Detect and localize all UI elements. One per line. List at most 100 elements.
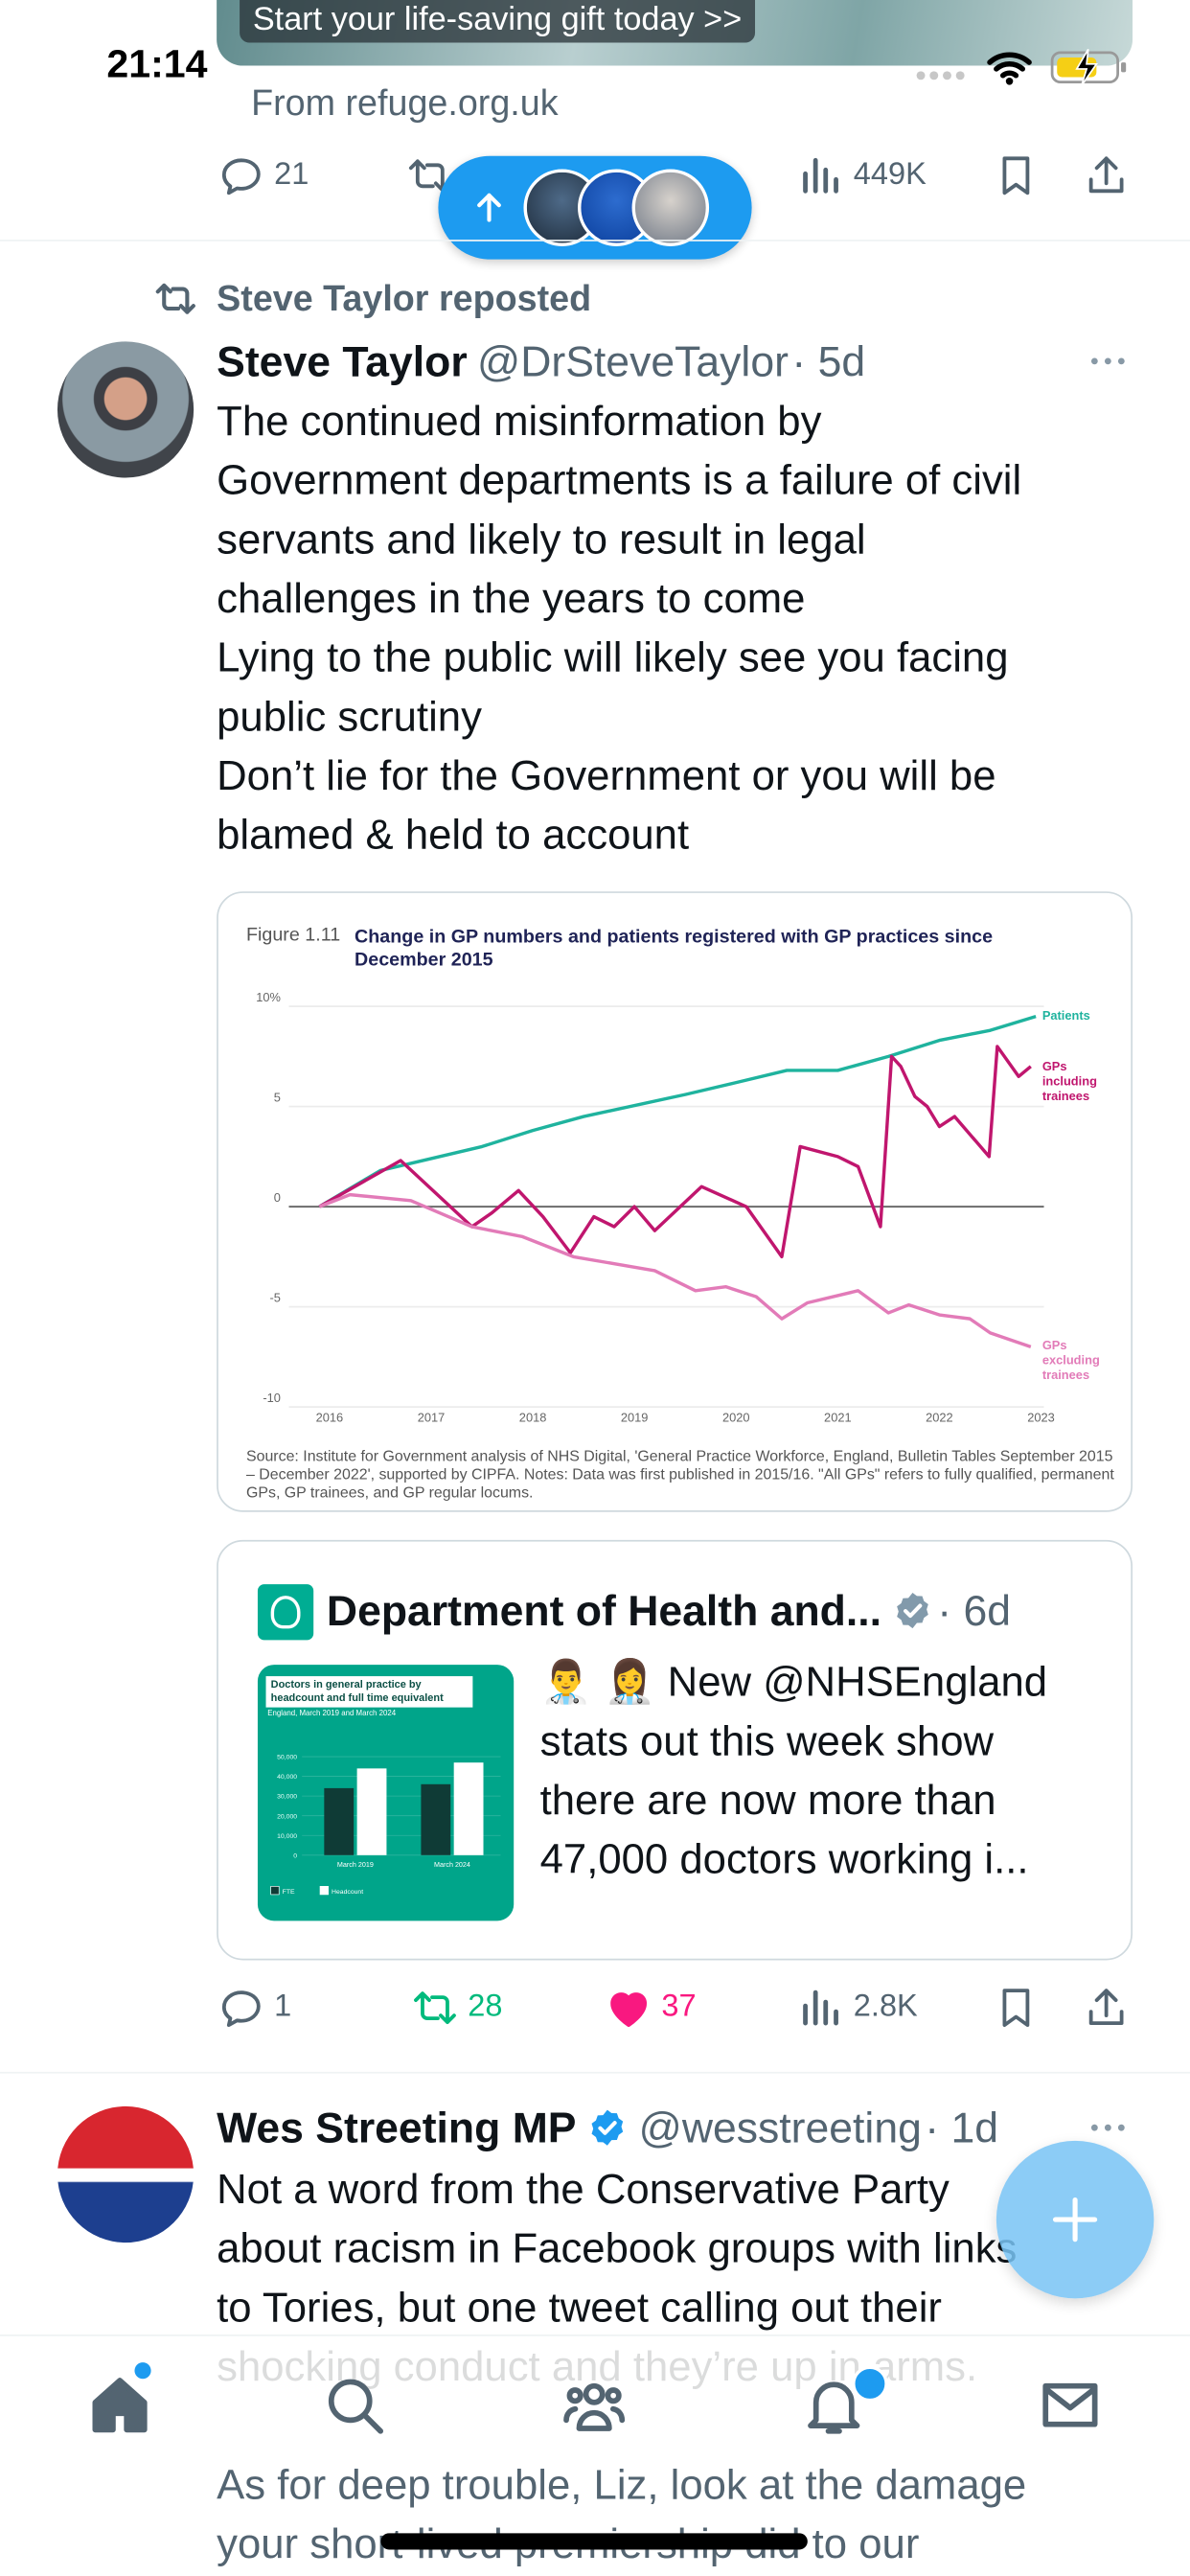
chart-card: Figure 1.11 Change in GP numbers and pati… <box>217 891 1133 1512</box>
x-tick-label: 2019 <box>621 1411 649 1425</box>
legend-label: FTE <box>283 1889 295 1896</box>
reply-glyph <box>221 158 261 196</box>
views-icon <box>803 1990 838 2026</box>
name-line: Steve Taylor @DrSteveTaylor · 5d <box>217 332 865 391</box>
like-count: 37 <box>661 1989 697 2024</box>
org-logo <box>257 1584 314 1641</box>
retweet-glyph <box>408 159 451 193</box>
badge-check <box>598 2121 617 2135</box>
compose-button[interactable] <box>995 2140 1155 2299</box>
retweet-glyph <box>414 1991 456 2025</box>
new-posts-pill[interactable] <box>438 155 752 260</box>
ad-source: From refuge.org.uk <box>251 80 559 123</box>
x-tick-label: 2023 <box>1027 1411 1055 1425</box>
x-tick-label: 2021 <box>824 1411 852 1425</box>
retweet-icon <box>414 1991 456 2025</box>
tweet-text-line: Lying to the public will likely see you … <box>217 635 1009 682</box>
series-label: Patients <box>1041 1008 1090 1024</box>
x-tick-label: 2018 <box>519 1411 547 1425</box>
bookmark-icon <box>1002 1989 1030 2028</box>
up-glyph <box>477 193 501 222</box>
views-count: 449K <box>853 156 927 192</box>
timestamp: · 5d <box>791 336 866 386</box>
display-name: Wes Streeting MP <box>217 2103 577 2152</box>
quote-text-line: 47,000 doctors working i... <box>539 1837 1029 1884</box>
y-tick-label: -5 <box>270 1290 281 1304</box>
like-icon <box>610 1992 648 2028</box>
y-tick-label: 30,000 <box>277 1794 297 1801</box>
handle: @wesstreeting <box>638 2103 922 2152</box>
divider <box>0 240 1190 242</box>
badge-check <box>904 1603 923 1619</box>
tweet-text-line: As for deep trouble, Liz, look at the da… <box>217 2462 1027 2509</box>
views-glyph <box>803 157 838 194</box>
display-name: Department of Health and... <box>326 1585 882 1636</box>
reply-icon <box>221 158 261 196</box>
badge-shape <box>591 2109 624 2146</box>
like-glyph <box>610 1992 648 2028</box>
reply-count: 1 <box>274 1989 292 2024</box>
tweet-text-line: about racism in Facebook groups with lin… <box>217 2226 1018 2273</box>
quote-image: Doctors in general practice by headcount… <box>257 1665 515 1921</box>
share-glyph <box>1088 1989 1124 2026</box>
wifi <box>987 52 1032 79</box>
retweet-glyph <box>155 283 195 314</box>
legend-label: Headcount <box>332 1889 363 1896</box>
legend-swatch <box>270 1886 280 1896</box>
y-tick-label: 10,000 <box>277 1833 297 1840</box>
home-icon[interactable] <box>87 2372 153 2438</box>
communities-icon[interactable] <box>561 2372 628 2438</box>
x-tick-label: 2022 <box>926 1411 953 1425</box>
signal-dot <box>955 71 965 80</box>
status-time: 21:14 <box>106 42 208 88</box>
x-tick-label: 2016 <box>316 1411 344 1425</box>
tweet-text-line: Not a word from the Conservative Party <box>217 2167 950 2214</box>
repost-label: Steve Taylor reposted <box>217 276 592 318</box>
series-line <box>318 1192 1032 1349</box>
verified-badge <box>897 1592 928 1629</box>
y-tick-label: 5 <box>274 1090 281 1104</box>
quote-name-line: Department of Health and... · 6d <box>327 1581 1011 1641</box>
status-icons <box>916 48 1127 86</box>
tweet-text-line: Don’t lie for the Government or you will… <box>217 753 996 800</box>
image-chart-title: Doctors in general practice by headcount… <box>265 1676 473 1708</box>
y-tick-label: -10 <box>263 1391 281 1405</box>
org-crest <box>270 1596 301 1629</box>
ad-banner: Start your life-saving gift today >> <box>240 0 755 43</box>
bar <box>324 1787 355 1855</box>
wifi-dot <box>1005 78 1014 85</box>
bell-icon[interactable] <box>801 2372 867 2438</box>
more-icon <box>1090 357 1125 365</box>
signal-dot <box>929 71 939 80</box>
series-label: GPs excluding trainees <box>1041 1338 1100 1384</box>
reply-icon <box>221 1990 261 2028</box>
display-name: Steve Taylor <box>217 336 468 386</box>
battery <box>1050 51 1119 84</box>
tweet-text-line: public scrutiny <box>217 694 482 741</box>
home-glyph <box>92 2378 148 2433</box>
tweet-text-line: Government departments is a failure of c… <box>217 458 1022 505</box>
bookmark-glyph <box>1002 1989 1030 2028</box>
bookmark-icon <box>1002 156 1030 196</box>
more-icon <box>1090 2124 1125 2131</box>
search-icon[interactable] <box>322 2372 388 2438</box>
legend-swatch <box>319 1886 329 1896</box>
mail-icon[interactable] <box>1038 2372 1104 2438</box>
y-tick-label: 0 <box>274 1190 281 1205</box>
series-label: GPs including trainees <box>1041 1058 1097 1103</box>
signal-dot <box>916 71 926 80</box>
series-line <box>318 1045 1032 1259</box>
timestamp: · 1d <box>925 2103 999 2152</box>
bar <box>453 1762 484 1855</box>
quote-text-line: stats out this week show <box>539 1718 995 1765</box>
plus-icon <box>1052 2196 1098 2242</box>
tweet-text-line: blamed & held to account <box>217 813 690 860</box>
mail-glyph <box>1042 2382 1098 2427</box>
y-tick-label: 40,000 <box>277 1774 297 1781</box>
reply-glyph <box>221 1990 261 2028</box>
chart-title: Change in GP numbers and patients regist… <box>355 927 994 971</box>
image-chart-plot: 0 10,000 20,000 30,000 40,000 50,000 March 201… <box>270 1755 501 1896</box>
quote-card[interactable]: Department of Health and... · 6d 👨‍⚕️ 👩‍⚕️… <box>217 1539 1133 1961</box>
